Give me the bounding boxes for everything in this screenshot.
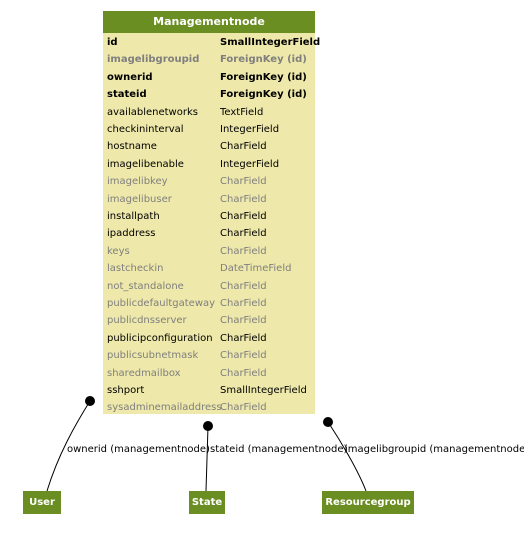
field-type: CharField bbox=[220, 367, 267, 379]
field-row-keys: keys CharField bbox=[103, 243, 315, 260]
field-row-lastcheckin: lastcheckin DateTimeField bbox=[103, 260, 315, 277]
edge-label-ownerid: ownerid (managementnode) bbox=[67, 444, 210, 455]
related-model-user: User bbox=[23, 491, 61, 514]
field-type: ForeignKey (id) bbox=[220, 54, 307, 66]
field-row-availablenetworks: availablenetworks TextField bbox=[103, 104, 315, 121]
field-row-publicdnsserver: publicdnsserver CharField bbox=[103, 312, 315, 329]
field-row-imagelibgroupid: imagelibgroupid ForeignKey (id) bbox=[103, 51, 315, 68]
field-type: CharField bbox=[220, 298, 267, 309]
field-name: hostname bbox=[107, 141, 157, 153]
edge-stateid bbox=[205, 425, 209, 492]
field-name: lastcheckin bbox=[107, 263, 164, 275]
edge-imagelibgroupid bbox=[327, 421, 367, 492]
field-name: id bbox=[107, 37, 118, 48]
field-row-publicsubnetmask: publicsubnetmask CharField bbox=[103, 347, 315, 364]
field-name: ipaddress bbox=[107, 228, 156, 240]
field-row-ownerid: ownerid ForeignKey (id) bbox=[103, 69, 315, 86]
field-row-imagelibuser: imagelibuser CharField bbox=[103, 191, 315, 208]
field-type: CharField bbox=[220, 280, 267, 292]
field-type: IntegerField bbox=[220, 158, 280, 170]
field-type: TextField bbox=[220, 106, 264, 118]
field-row-not-standalone: not_standalone CharField bbox=[103, 278, 315, 295]
field-row-sysadminemailaddress: sysadminemailaddress CharField bbox=[103, 399, 315, 416]
field-type: SmallIntegerField bbox=[220, 37, 321, 48]
field-row-publicipconfiguration: publicipconfiguration CharField bbox=[103, 330, 315, 347]
field-name: imagelibkey bbox=[107, 176, 168, 188]
field-row-checkininterval: checkininterval IntegerField bbox=[103, 121, 315, 138]
related-model-resourcegroup: Resourcegroup bbox=[322, 491, 414, 514]
edge-ownerid-dot bbox=[85, 396, 95, 406]
field-name: sshport bbox=[107, 385, 145, 396]
field-type: DateTimeField bbox=[220, 263, 292, 275]
field-name: imagelibenable bbox=[107, 158, 184, 170]
field-row-stateid: stateid ForeignKey (id) bbox=[103, 86, 315, 103]
field-name: sysadminemailaddress bbox=[107, 402, 222, 414]
field-row-publicdefaultgateway: publicdefaultgateway CharField bbox=[103, 295, 315, 312]
edge-imagelibgroupid-dot bbox=[323, 417, 333, 427]
field-name: keys bbox=[107, 245, 130, 257]
field-row-imagelibenable: imagelibenable IntegerField bbox=[103, 156, 315, 173]
field-name: imagelibgroupid bbox=[107, 54, 200, 66]
field-type: CharField bbox=[220, 402, 267, 414]
edge-label-imagelibgroupid: imagelibgroupid (managementnode) bbox=[345, 444, 524, 455]
field-type: CharField bbox=[220, 211, 267, 222]
field-name: installpath bbox=[107, 211, 160, 222]
field-type: CharField bbox=[220, 332, 267, 344]
field-type: CharField bbox=[220, 176, 267, 188]
edge-stateid-dot bbox=[203, 421, 213, 431]
field-type: CharField bbox=[220, 193, 267, 205]
field-name: stateid bbox=[107, 89, 147, 101]
field-name: checkininterval bbox=[107, 124, 184, 135]
field-type: SmallIntegerField bbox=[220, 385, 307, 396]
field-type: CharField bbox=[220, 315, 267, 327]
field-name: publicdefaultgateway bbox=[107, 298, 216, 309]
field-name: publicsubnetmask bbox=[107, 350, 199, 362]
field-type: CharField bbox=[220, 141, 267, 153]
field-row-installpath: installpath CharField bbox=[103, 208, 315, 225]
field-name: publicipconfiguration bbox=[107, 332, 213, 344]
field-type: CharField bbox=[220, 228, 267, 240]
field-row-sharedmailbox: sharedmailbox CharField bbox=[103, 365, 315, 382]
field-type: ForeignKey (id) bbox=[220, 71, 307, 83]
field-row-hostname: hostname CharField bbox=[103, 138, 315, 155]
field-row-ipaddress: ipaddress CharField bbox=[103, 225, 315, 242]
field-row-imagelibkey: imagelibkey CharField bbox=[103, 173, 315, 190]
related-model-state: State bbox=[189, 491, 225, 514]
field-type: ForeignKey (id) bbox=[220, 89, 307, 101]
edge-ownerid bbox=[46, 400, 91, 492]
edge-label-stateid: stateid (managementnode) bbox=[210, 444, 348, 455]
field-type: CharField bbox=[220, 350, 267, 362]
field-type: CharField bbox=[220, 245, 267, 257]
field-name: publicdnsserver bbox=[107, 315, 187, 327]
field-type: IntegerField bbox=[220, 124, 280, 135]
field-row-sshport: sshport SmallIntegerField bbox=[103, 382, 315, 399]
field-name: ownerid bbox=[107, 71, 153, 83]
model-table-title: Managementnode bbox=[103, 11, 315, 33]
field-name: availablenetworks bbox=[107, 106, 198, 118]
field-name: not_standalone bbox=[107, 280, 184, 292]
field-name: sharedmailbox bbox=[107, 367, 181, 379]
field-row-id: id SmallIntegerField bbox=[103, 34, 320, 51]
model-table-managementnode: Managementnode id SmallIntegerField imagel… bbox=[103, 11, 320, 416]
field-name: imagelibuser bbox=[107, 193, 172, 205]
